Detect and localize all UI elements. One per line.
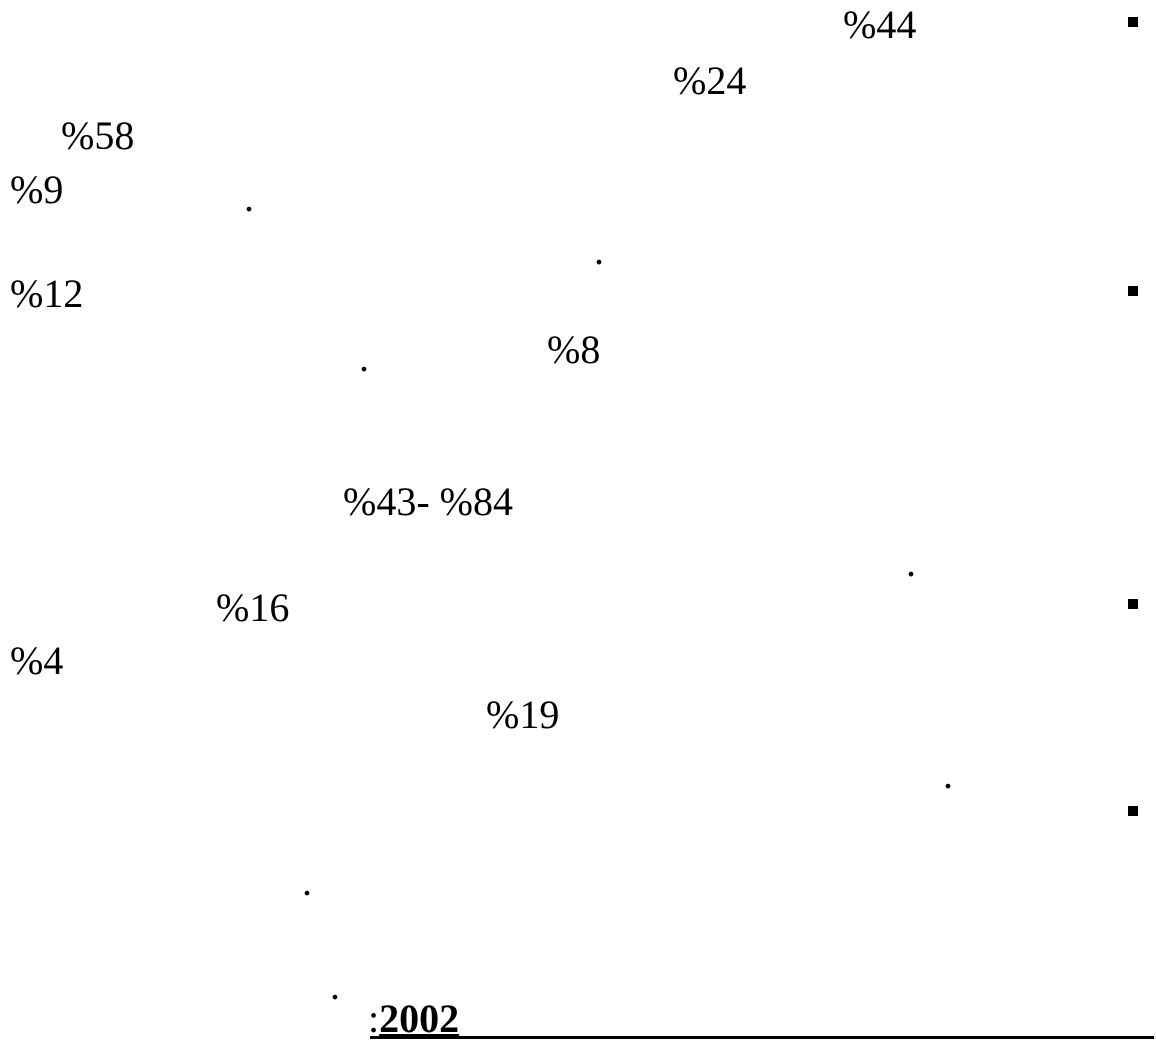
percent-text: %19 <box>486 692 560 737</box>
section-heading-year: :2002 <box>368 996 459 1042</box>
percent-text: %9 <box>10 167 64 212</box>
heading-year: 2002 <box>379 996 460 1041</box>
period-mark: . <box>330 963 340 1008</box>
period-mark: . <box>594 228 604 273</box>
percent-text: %8 <box>547 327 601 372</box>
bullet-marker <box>1128 17 1138 27</box>
percent-text: %12 <box>10 271 84 316</box>
heading-colon: : <box>368 996 380 1041</box>
bullet-marker <box>1128 599 1138 609</box>
period-mark: . <box>906 540 916 585</box>
heading-underline-rule <box>370 1036 1154 1039</box>
bullet-marker <box>1128 806 1138 816</box>
percent-text: %24 <box>673 58 747 103</box>
percent-text: %4 <box>10 638 64 683</box>
percent-text: %44 <box>843 2 917 47</box>
percent-text: %43- %84 <box>343 479 513 524</box>
period-mark: . <box>943 752 953 797</box>
period-mark: . <box>302 859 312 904</box>
period-mark: . <box>359 335 369 380</box>
percent-text: %58 <box>61 113 135 158</box>
period-mark: . <box>244 175 254 220</box>
bullet-marker <box>1128 286 1138 296</box>
percent-text: %16 <box>216 585 290 630</box>
